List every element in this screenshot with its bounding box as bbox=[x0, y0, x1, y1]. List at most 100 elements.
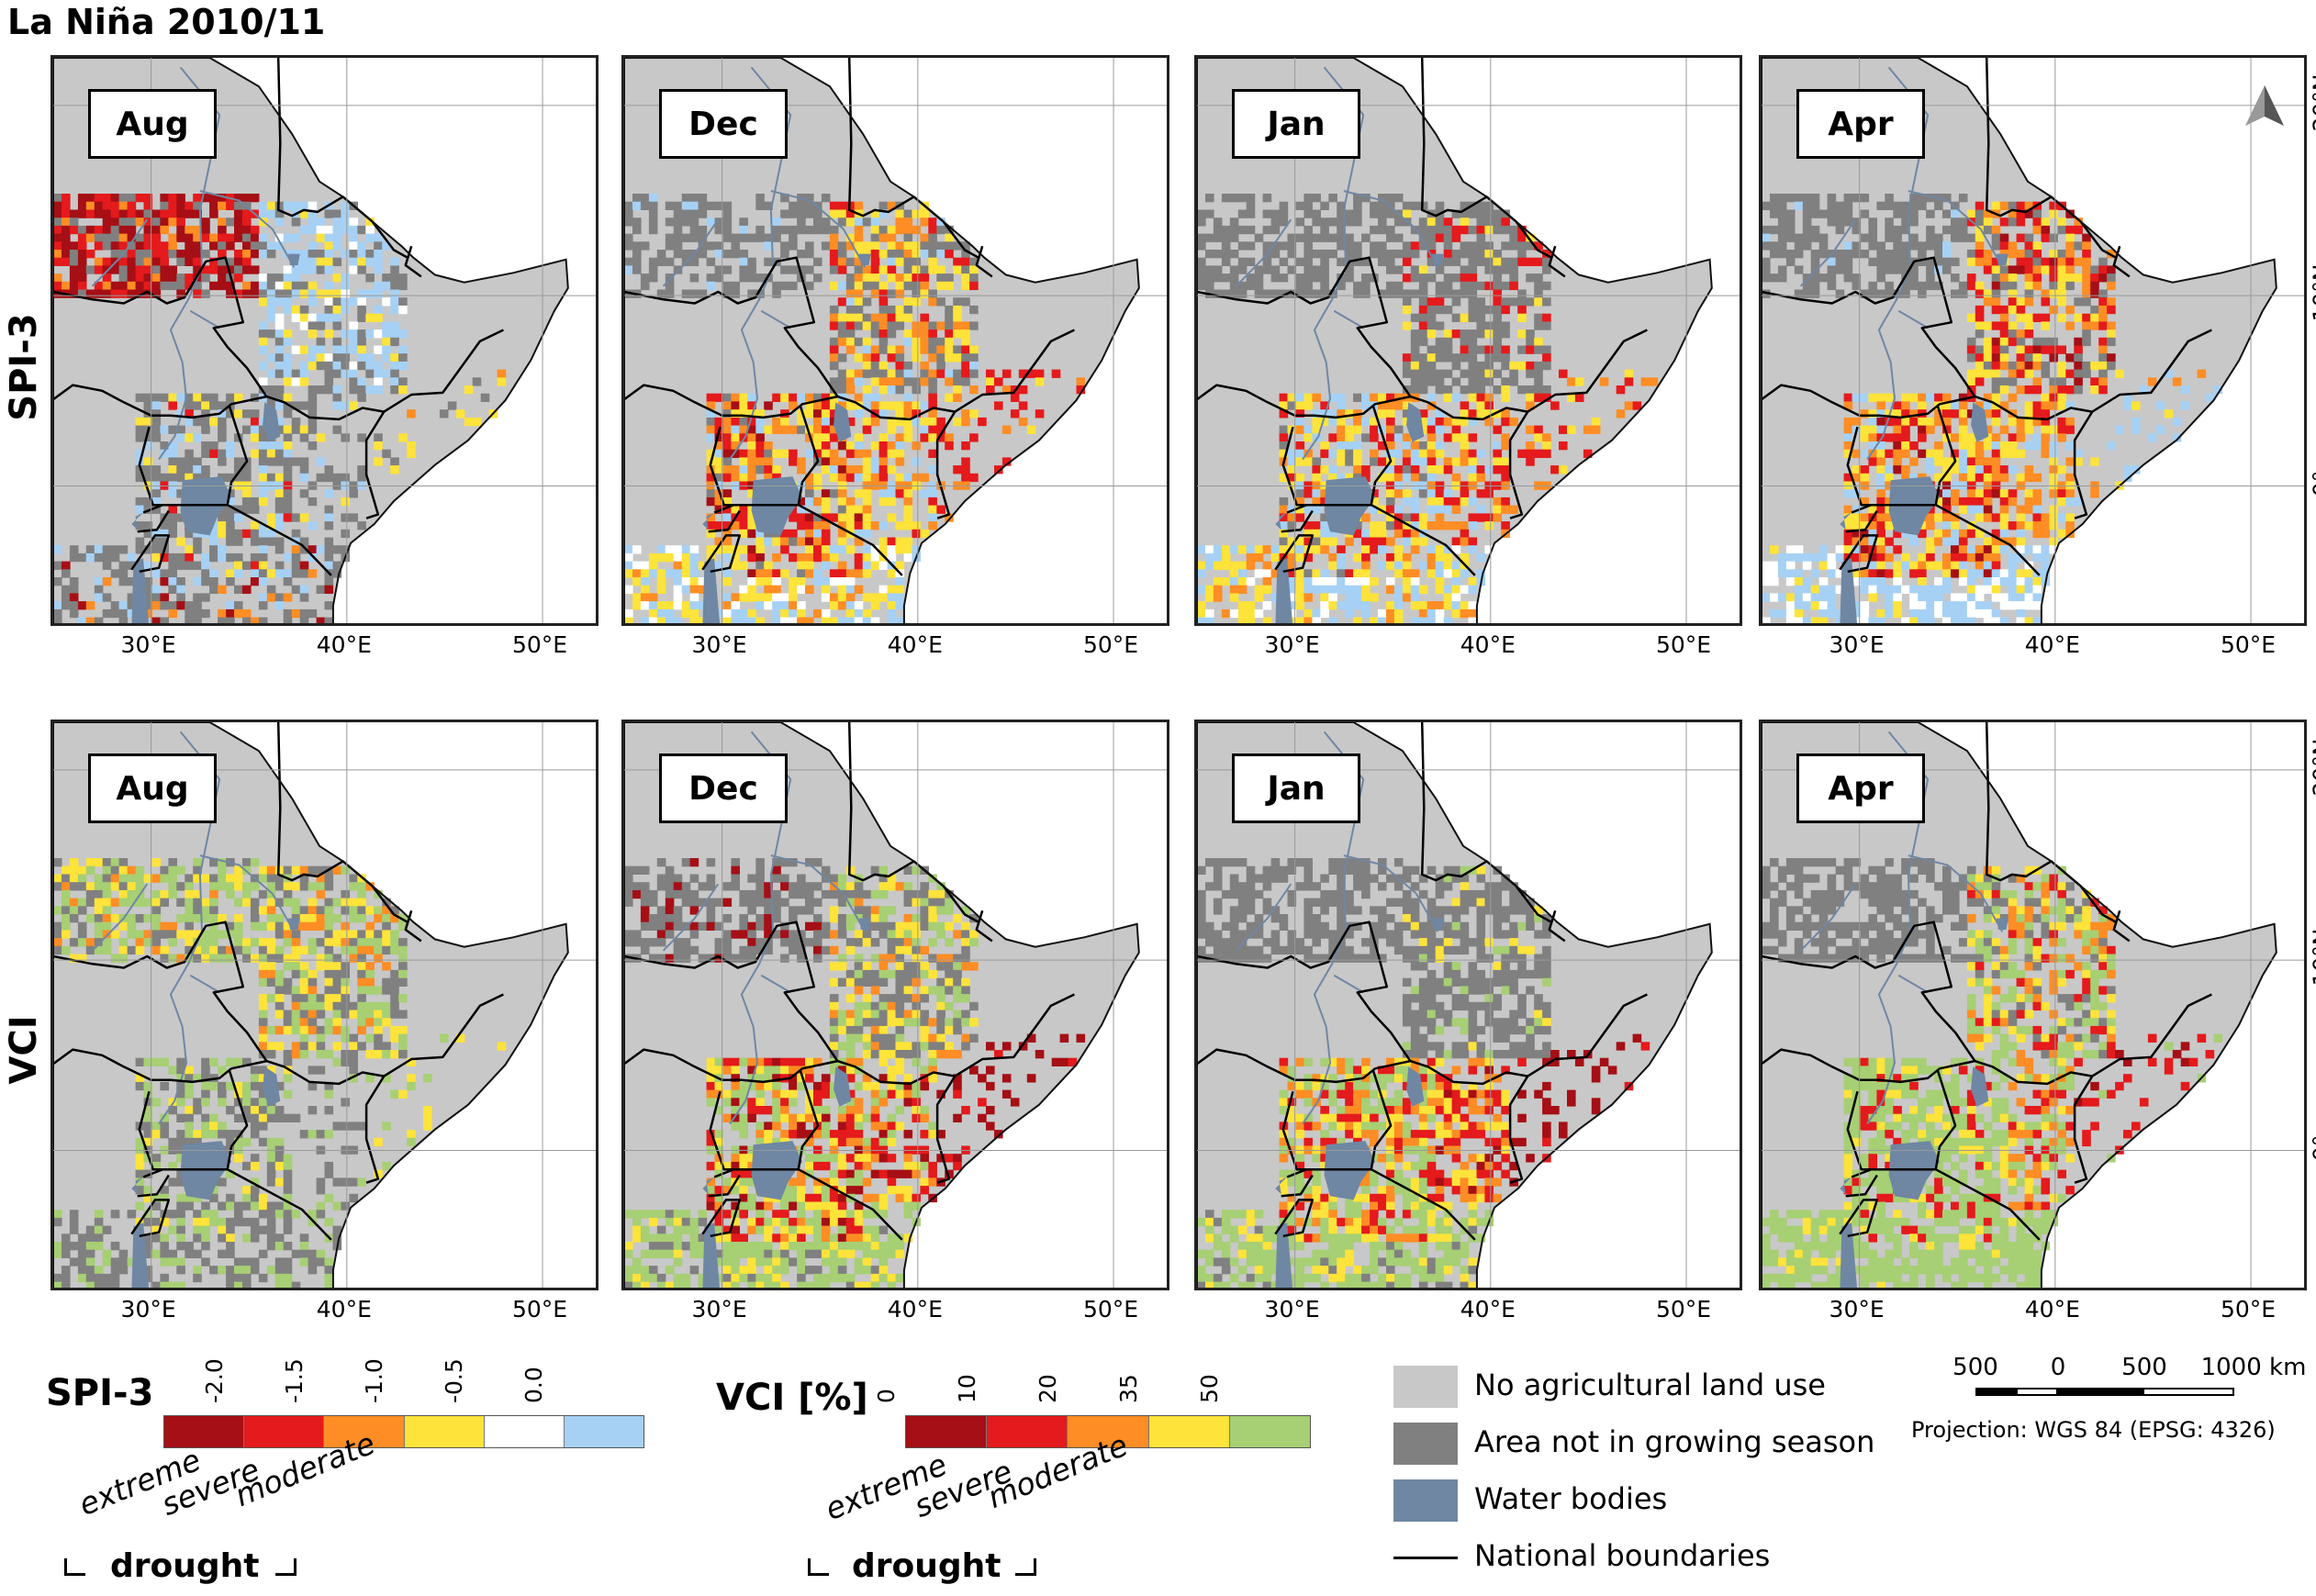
lon-tick-label: 30°E bbox=[1264, 1296, 1320, 1323]
national-boundary-3 bbox=[837, 329, 1075, 421]
national-boundary-1 bbox=[624, 921, 839, 1062]
national-boundary-7 bbox=[1281, 1090, 1321, 1171]
lon-tick-label: 50°E bbox=[1082, 631, 1139, 658]
spi-tick-label: -0.5 bbox=[441, 1358, 467, 1403]
vci-bin-0 bbox=[906, 1416, 987, 1447]
spi-bin-2 bbox=[323, 1416, 404, 1447]
drought-cells bbox=[53, 858, 507, 1288]
national-boundary-9 bbox=[701, 1199, 742, 1238]
river-3 bbox=[1235, 218, 1292, 287]
river-2 bbox=[189, 309, 220, 329]
scale-label-500: 500 bbox=[2121, 1354, 2167, 1381]
water-body-1 bbox=[1275, 1222, 1292, 1288]
spi-bin-1 bbox=[243, 1416, 324, 1447]
water-body-1 bbox=[702, 1222, 720, 1288]
map-svg bbox=[1197, 722, 1740, 1288]
coastline bbox=[53, 722, 569, 1288]
projection-note: Projection: WGS 84 (EPSG: 4326) bbox=[1911, 1417, 2276, 1443]
national-boundary-4 bbox=[1508, 410, 1529, 519]
month-label: Apr bbox=[1796, 89, 1925, 159]
river-1 bbox=[770, 190, 867, 268]
national-boundary-2 bbox=[624, 384, 838, 419]
map-frame: Dec bbox=[621, 55, 1169, 626]
river-3 bbox=[1235, 883, 1292, 952]
coastline bbox=[53, 58, 569, 623]
vci-bin-3 bbox=[1147, 1416, 1229, 1447]
vci-tick-label: 10 bbox=[954, 1374, 980, 1403]
map-svg bbox=[1762, 58, 2304, 623]
water-body-2 bbox=[1971, 402, 1989, 442]
national-boundary-0 bbox=[1420, 722, 1552, 923]
national-boundary-5 bbox=[226, 1070, 332, 1241]
national-boundary-10 bbox=[975, 910, 993, 943]
river-3 bbox=[662, 883, 720, 952]
national-boundary-2 bbox=[624, 1048, 838, 1084]
scale-label-0: 0 bbox=[2050, 1354, 2066, 1381]
national-boundary-8 bbox=[1845, 509, 1878, 533]
water-body-2 bbox=[834, 1066, 852, 1107]
national-boundary-4 bbox=[364, 410, 386, 519]
legend-swatch-1 bbox=[1393, 1423, 1458, 1465]
lon-tick-label: 50°E bbox=[2220, 1296, 2277, 1323]
lon-tick-label: 40°E bbox=[1460, 631, 1516, 658]
water-body-1 bbox=[131, 558, 149, 623]
national-boundary-3 bbox=[1410, 993, 1648, 1086]
national-boundary-2 bbox=[1197, 1048, 1411, 1084]
scale-label-500-left: 500 bbox=[1952, 1354, 1998, 1381]
lon-tick-label: 30°E bbox=[120, 1296, 176, 1323]
national-boundary-10 bbox=[1548, 910, 1566, 943]
national-boundary-5 bbox=[1370, 1070, 1476, 1241]
water-body-1 bbox=[1840, 558, 1857, 623]
national-boundary-2 bbox=[1762, 1048, 1975, 1084]
vci-bin-1 bbox=[986, 1416, 1068, 1447]
river-2 bbox=[760, 974, 791, 994]
water-body-2 bbox=[834, 402, 852, 442]
map-svg bbox=[1197, 58, 1740, 623]
lon-tick-label: 40°E bbox=[1460, 1296, 1516, 1323]
national-boundary-4 bbox=[935, 410, 957, 519]
national-boundary-0 bbox=[1985, 722, 2117, 923]
water-body-4 bbox=[131, 512, 144, 530]
drought-cells bbox=[1762, 858, 2223, 1288]
vci-drought-bracket-left bbox=[808, 1558, 829, 1576]
water-body-3 bbox=[287, 918, 300, 930]
national-boundary-1 bbox=[624, 256, 839, 397]
water-body-3 bbox=[1431, 253, 1444, 265]
map-svg bbox=[53, 722, 596, 1288]
figure-title: La Niña 2010/11 bbox=[7, 2, 326, 42]
coastline bbox=[1197, 58, 1713, 623]
water-body-2 bbox=[1406, 402, 1425, 442]
coastline bbox=[624, 58, 1140, 623]
water-body-4 bbox=[702, 512, 715, 530]
vci-colorbar bbox=[905, 1415, 1311, 1448]
vci-tick-label: 0 bbox=[873, 1389, 900, 1403]
national-boundary-1 bbox=[1762, 921, 1976, 1062]
national-boundary-0 bbox=[1985, 58, 2117, 259]
river-1 bbox=[199, 854, 296, 932]
national-boundary-3 bbox=[1975, 993, 2212, 1086]
national-boundary-2 bbox=[53, 384, 267, 419]
national-boundary-3 bbox=[837, 993, 1075, 1086]
water-body-4 bbox=[131, 1177, 144, 1195]
national-boundary-2 bbox=[53, 1048, 267, 1084]
water-body-1 bbox=[1275, 558, 1292, 623]
lon-tick-label: 50°E bbox=[1655, 631, 1712, 658]
national-boundary-0 bbox=[276, 58, 408, 259]
national-boundary-1 bbox=[1762, 256, 1976, 397]
river-3 bbox=[91, 218, 149, 287]
river-3 bbox=[662, 218, 720, 287]
national-boundary-3 bbox=[266, 993, 504, 1086]
map-svg bbox=[624, 58, 1167, 623]
national-boundary-1 bbox=[53, 256, 268, 397]
lat-tick-label: 20°N bbox=[2308, 738, 2316, 797]
map-svg bbox=[53, 58, 596, 623]
lon-tick-label: 30°E bbox=[120, 631, 176, 658]
lon-tick-label: 50°E bbox=[2220, 631, 2277, 658]
national-boundary-9 bbox=[1839, 1199, 1879, 1238]
national-boundary-3 bbox=[1975, 329, 2212, 421]
scale-seg-3 bbox=[2056, 1388, 2144, 1396]
national-boundary-2 bbox=[1762, 384, 1975, 419]
scale-seg-4 bbox=[2143, 1388, 2234, 1396]
lon-tick-label: 30°E bbox=[1264, 631, 1320, 658]
water-body-2 bbox=[263, 402, 281, 442]
